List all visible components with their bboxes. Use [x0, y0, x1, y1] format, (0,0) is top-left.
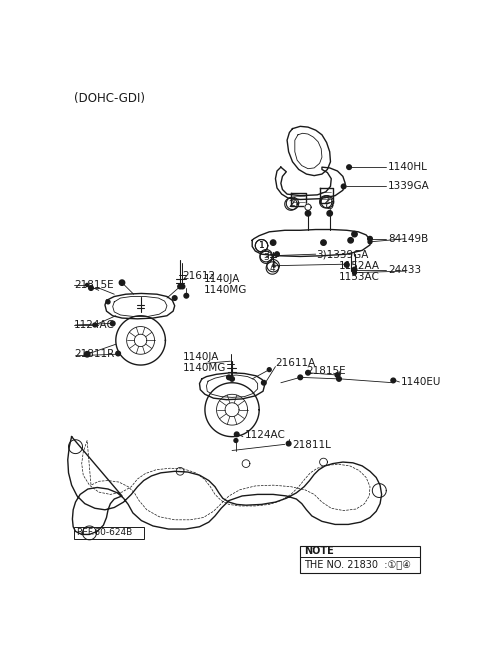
- Polygon shape: [180, 284, 185, 289]
- Text: 4: 4: [270, 263, 275, 272]
- Text: 2: 2: [323, 197, 329, 206]
- Polygon shape: [352, 231, 357, 237]
- Polygon shape: [230, 377, 234, 381]
- Text: 2: 2: [288, 200, 294, 208]
- Polygon shape: [89, 286, 93, 290]
- Polygon shape: [234, 439, 238, 442]
- Text: THE NO. 21830  :①～④: THE NO. 21830 :①～④: [304, 559, 411, 569]
- Polygon shape: [305, 204, 311, 210]
- Polygon shape: [391, 378, 396, 383]
- Text: 21612: 21612: [182, 271, 216, 282]
- Text: 3)1339GA: 3)1339GA: [316, 249, 368, 259]
- Text: 1124AC: 1124AC: [74, 320, 115, 330]
- Polygon shape: [286, 441, 291, 446]
- Polygon shape: [345, 262, 348, 266]
- Polygon shape: [275, 252, 279, 257]
- Bar: [74, 527, 144, 539]
- Polygon shape: [270, 240, 276, 246]
- Polygon shape: [348, 238, 353, 243]
- Text: 1152AA: 1152AA: [339, 261, 380, 271]
- Polygon shape: [335, 373, 340, 377]
- Polygon shape: [120, 280, 125, 286]
- Text: 21811R: 21811R: [74, 349, 114, 359]
- Text: 1140HL: 1140HL: [388, 162, 428, 172]
- Text: 1140JA: 1140JA: [182, 352, 219, 362]
- Polygon shape: [227, 375, 231, 380]
- Text: 2: 2: [324, 197, 330, 206]
- Polygon shape: [321, 240, 326, 246]
- Text: 1124AC: 1124AC: [244, 430, 285, 440]
- Text: 1140MG: 1140MG: [204, 284, 247, 295]
- Text: 1153AC: 1153AC: [339, 272, 380, 282]
- Polygon shape: [262, 381, 266, 385]
- Polygon shape: [353, 271, 357, 274]
- Text: 1: 1: [259, 241, 264, 250]
- Text: 1339GA: 1339GA: [388, 181, 430, 191]
- Text: 21811L: 21811L: [292, 440, 331, 450]
- Text: 1140JA: 1140JA: [204, 274, 240, 284]
- Polygon shape: [106, 300, 110, 304]
- Text: 4: 4: [270, 261, 276, 271]
- Text: 1140EU: 1140EU: [401, 377, 442, 387]
- Polygon shape: [116, 351, 120, 356]
- Polygon shape: [110, 321, 115, 326]
- Polygon shape: [178, 284, 182, 289]
- Polygon shape: [298, 375, 302, 380]
- Text: 21815E: 21815E: [306, 366, 346, 376]
- Polygon shape: [306, 371, 311, 375]
- Polygon shape: [368, 236, 372, 241]
- Polygon shape: [93, 323, 97, 327]
- Polygon shape: [336, 377, 341, 381]
- Polygon shape: [84, 352, 90, 357]
- Text: NOTE: NOTE: [304, 546, 334, 556]
- Polygon shape: [326, 202, 333, 209]
- Polygon shape: [327, 211, 333, 216]
- Polygon shape: [172, 296, 177, 301]
- Text: 84149B: 84149B: [388, 234, 428, 244]
- Polygon shape: [184, 293, 189, 298]
- Bar: [300, 546, 420, 573]
- Polygon shape: [85, 284, 89, 286]
- Text: 3: 3: [263, 253, 269, 262]
- Polygon shape: [341, 184, 346, 189]
- Polygon shape: [347, 165, 351, 170]
- Polygon shape: [345, 263, 349, 267]
- Text: 1140MG: 1140MG: [182, 363, 226, 373]
- Polygon shape: [305, 211, 311, 216]
- Polygon shape: [267, 367, 271, 371]
- Polygon shape: [368, 240, 372, 244]
- Text: REF.60-624B: REF.60-624B: [76, 529, 132, 537]
- Text: 21815E: 21815E: [74, 280, 114, 290]
- Polygon shape: [234, 432, 239, 437]
- Text: 1: 1: [259, 241, 264, 250]
- Polygon shape: [352, 267, 357, 272]
- Text: 21611A: 21611A: [276, 358, 316, 369]
- Text: 3: 3: [263, 252, 269, 260]
- Text: 2: 2: [290, 199, 295, 208]
- Text: (DOHC-GDI): (DOHC-GDI): [74, 92, 145, 105]
- Text: 24433: 24433: [388, 265, 421, 274]
